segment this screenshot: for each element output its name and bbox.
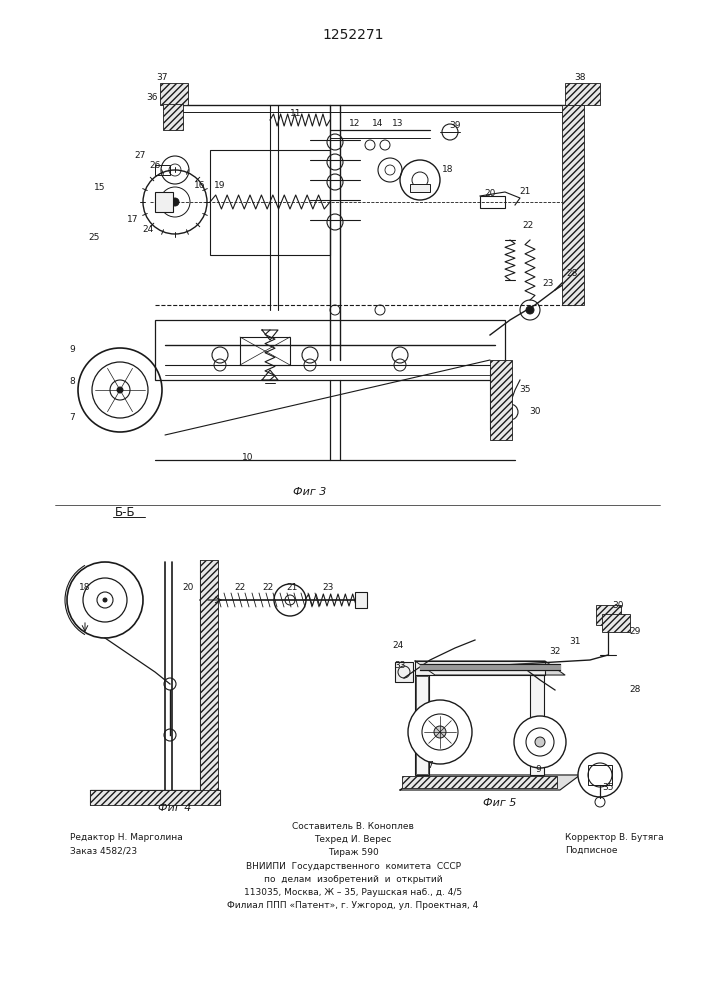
Text: 15: 15 [94, 184, 106, 192]
Text: 35: 35 [519, 385, 531, 394]
Text: Тираж 590: Тираж 590 [327, 848, 378, 857]
Text: Фиг 4: Фиг 4 [158, 803, 192, 813]
Text: 38: 38 [574, 74, 586, 83]
Text: 24: 24 [142, 226, 153, 234]
Bar [602, 614, 630, 632]
Text: 27: 27 [134, 150, 146, 159]
Text: 7: 7 [69, 414, 75, 422]
Text: 9: 9 [69, 346, 75, 355]
Text: Подписное: Подписное [565, 846, 617, 855]
Circle shape [171, 198, 179, 206]
Polygon shape [420, 664, 560, 670]
Bar [562, 105, 584, 305]
Text: Корректор В. Бутяга: Корректор В. Бутяга [565, 833, 664, 842]
Bar [155, 192, 173, 212]
Text: Заказ 4582/23: Заказ 4582/23 [70, 846, 137, 855]
Bar [480, 196, 505, 208]
Text: 23: 23 [322, 584, 334, 592]
Text: 12: 12 [349, 119, 361, 128]
Bar [490, 370, 510, 430]
Text: 22: 22 [262, 584, 274, 592]
Bar [200, 560, 218, 795]
Bar [240, 337, 290, 365]
Circle shape [578, 753, 622, 797]
Circle shape [103, 598, 107, 602]
Text: 17: 17 [127, 216, 139, 225]
Text: 29: 29 [629, 628, 641, 637]
Text: 1252271: 1252271 [322, 28, 384, 42]
Bar [90, 790, 220, 805]
Text: 20: 20 [484, 190, 496, 198]
Text: 21: 21 [286, 584, 298, 592]
Text: 19: 19 [214, 180, 226, 190]
Text: 25: 25 [88, 233, 100, 242]
Bar [596, 605, 621, 625]
Text: 30: 30 [530, 408, 541, 416]
Text: по  делам  изобретений  и  открытий: по делам изобретений и открытий [264, 875, 443, 884]
Text: Б-Б: Б-Б [115, 506, 136, 520]
Text: 18: 18 [79, 584, 90, 592]
Text: 32: 32 [549, 648, 561, 656]
Text: 39: 39 [449, 120, 461, 129]
Text: 36: 36 [146, 93, 158, 102]
Text: 30: 30 [612, 600, 624, 609]
Bar [210, 150, 330, 255]
Text: 37: 37 [156, 74, 168, 83]
Text: 23: 23 [542, 279, 554, 288]
Text: 9: 9 [535, 766, 541, 774]
Bar [155, 320, 505, 380]
Circle shape [434, 726, 446, 738]
Text: 35: 35 [602, 784, 614, 792]
Text: 11: 11 [291, 109, 302, 118]
Circle shape [535, 737, 545, 747]
Text: 10: 10 [243, 454, 254, 462]
Text: ВНИИПИ  Государственного  комитета  СССР: ВНИИПИ Государственного комитета СССР [245, 862, 460, 871]
Bar [416, 676, 428, 774]
Text: 20: 20 [182, 584, 194, 592]
Circle shape [408, 700, 472, 764]
Text: 113035, Москва, Ж – 35, Раушская наб., д. 4/5: 113035, Москва, Ж – 35, Раушская наб., д… [244, 888, 462, 897]
Text: 16: 16 [194, 180, 206, 190]
Text: 26: 26 [149, 160, 160, 169]
Circle shape [514, 716, 566, 768]
Polygon shape [400, 775, 580, 790]
Bar [395, 662, 413, 682]
Circle shape [117, 387, 123, 393]
Bar [490, 360, 512, 440]
Text: 21: 21 [520, 188, 531, 196]
Bar [402, 776, 557, 788]
Text: 8: 8 [69, 377, 75, 386]
Text: Редактор Н. Марголина: Редактор Н. Марголина [70, 833, 182, 842]
Text: 24: 24 [392, 641, 404, 650]
Polygon shape [415, 661, 565, 675]
Text: Составитель В. Коноплев: Составитель В. Коноплев [292, 822, 414, 831]
Text: 22: 22 [235, 584, 245, 592]
Bar [155, 165, 170, 175]
Text: 7: 7 [427, 760, 433, 770]
Bar [160, 83, 188, 105]
Text: Филиал ППП «Патент», г. Ужгород, ул. Проектная, 4: Филиал ППП «Патент», г. Ужгород, ул. Про… [228, 901, 479, 910]
Text: 28: 28 [566, 269, 578, 278]
Text: 28: 28 [629, 686, 641, 694]
Bar [410, 184, 430, 192]
Text: 13: 13 [392, 119, 404, 128]
Bar [415, 661, 545, 675]
Bar [565, 83, 600, 105]
Text: 14: 14 [373, 119, 384, 128]
Bar [588, 765, 612, 785]
Text: Фиг 5: Фиг 5 [484, 798, 517, 808]
Circle shape [526, 306, 534, 314]
Text: 33: 33 [395, 660, 406, 670]
Text: 31: 31 [569, 638, 580, 647]
Text: Техред И. Верес: Техред И. Верес [314, 835, 392, 844]
Bar [530, 675, 544, 775]
Bar [163, 104, 183, 130]
Bar [415, 675, 429, 775]
Text: 22: 22 [522, 221, 534, 230]
Text: 18: 18 [443, 165, 454, 174]
Bar [355, 592, 367, 608]
Text: Фиг 3: Фиг 3 [293, 487, 327, 497]
